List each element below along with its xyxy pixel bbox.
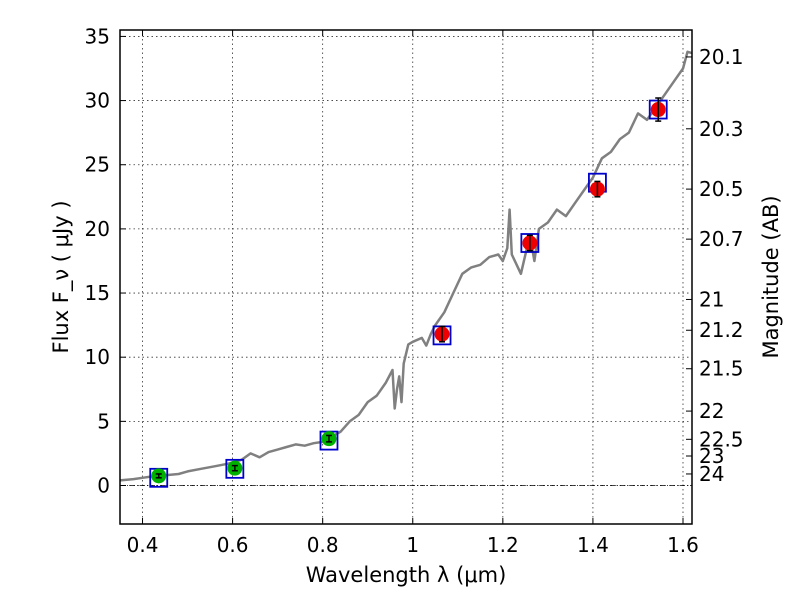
spectrum-line: [119, 50, 693, 482]
right-tick-label: 20.7: [699, 227, 744, 251]
right-tick-label: 24: [699, 462, 724, 486]
right-tick-label: 21.2: [699, 318, 744, 342]
x-axis-label: Wavelength λ (μm): [306, 563, 507, 587]
right-tick-label: 20.1: [699, 45, 744, 69]
y-tick-label: 30: [85, 89, 110, 113]
y-tick-label: 0: [97, 474, 110, 498]
model-spectrum-layer: [119, 50, 693, 482]
right-tick-label: 22.5: [699, 427, 744, 451]
right-tick-label: 21.5: [699, 357, 744, 381]
x-tick-label: 1.2: [487, 533, 519, 557]
x-tick-label: 1.6: [667, 533, 699, 557]
x-tick-label: 1: [406, 533, 419, 557]
y-tick-label: 35: [85, 24, 110, 48]
y-tick-label: 10: [85, 345, 110, 369]
plot-frame: [119, 29, 693, 525]
right-tick-label: 22: [699, 399, 724, 423]
tick-labels-layer: 0.4 0.6 0.8 1 1.2 1.4 1.6 0 5 10 15 20 25 30 35 20.1 20.…: [85, 24, 744, 557]
x-tick-label: 0.8: [307, 533, 339, 557]
x-tick-label: 0.4: [127, 533, 159, 557]
data-points-layer: [149, 97, 668, 488]
right-tick-label: 20.3: [699, 117, 744, 141]
y-axis-label: Flux F_ν ( μJy ): [49, 200, 74, 353]
right-tick-label: 20.5: [699, 177, 744, 201]
y-tick-label: 15: [85, 281, 110, 305]
model-synthetic-square: [225, 458, 245, 479]
x-tick-label: 1.4: [577, 533, 609, 557]
right-tick-label: 21: [699, 287, 724, 311]
x-tick-label: 0.6: [217, 533, 249, 557]
ticks-layer: [120, 30, 692, 524]
y-tick-label: 25: [85, 153, 110, 177]
right-tick-label: 23: [699, 444, 724, 468]
y-tick-label: 5: [97, 409, 110, 433]
model-synthetic-square: [520, 233, 540, 253]
grid-layer: [120, 30, 692, 524]
y-right-axis-label: Magnitude (AB): [759, 195, 783, 358]
y-tick-label: 20: [85, 217, 110, 241]
